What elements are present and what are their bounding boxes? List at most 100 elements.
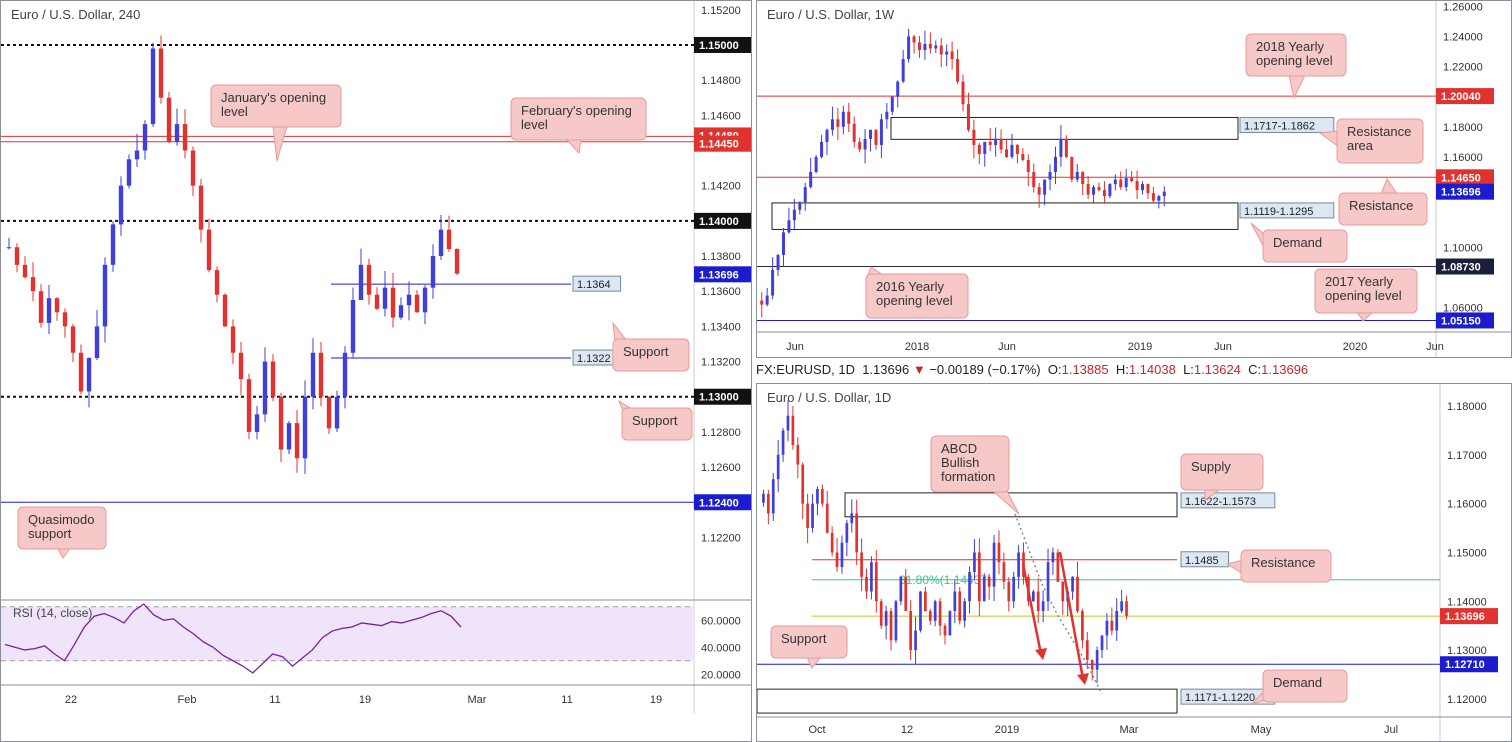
w1-candle-body xyxy=(825,129,829,142)
d1-candle-body xyxy=(1031,591,1035,602)
weekly-chart-panel[interactable]: 1.26000 1.24000 1.22000 1.18000 1.16000 1.100… xyxy=(756,0,1512,358)
h4-candle-body xyxy=(262,361,268,415)
w1-candle-body xyxy=(1015,144,1019,154)
d1-abcd-callout-box xyxy=(930,435,1010,493)
h4-last-price-tag-bg xyxy=(694,266,751,283)
h4-candle-body xyxy=(206,229,212,271)
w1-candle-body xyxy=(923,43,927,50)
w1-zone-box xyxy=(890,116,1239,140)
h4-candle-body xyxy=(86,358,92,392)
d1-y-tick-label: 1.18000 xyxy=(1447,401,1487,413)
w1-candle-body xyxy=(1070,156,1074,180)
d1-y-tick-label: 1.12000 xyxy=(1447,694,1487,706)
w1-candle-body xyxy=(1081,172,1085,185)
w1-candle-body xyxy=(934,45,938,49)
d1-abcd-callout-text: formation xyxy=(941,469,995,484)
w1-level-tag-bg xyxy=(1436,88,1494,105)
w1-candle-body xyxy=(776,254,780,270)
symbol-label: FX:EURUSD, 1D xyxy=(756,362,855,377)
h4-candle-body xyxy=(430,256,436,288)
rsi-label: RSI (14, close) xyxy=(13,606,92,620)
h4-candle-body xyxy=(390,287,396,318)
low-label: L: xyxy=(1183,362,1194,377)
d1-abcd-callout-text: Bullish xyxy=(941,455,979,470)
d1-candle-body xyxy=(1085,640,1089,660)
d1-resistance-callout-text: Resistance xyxy=(1251,555,1315,570)
d1-candle-body xyxy=(982,576,986,602)
h4-level-tag: 1.14450 xyxy=(699,139,739,151)
d1-x-tick-label: 12 xyxy=(901,724,913,736)
d1-candle-body xyxy=(1046,562,1050,602)
d1-candle-body xyxy=(1115,611,1119,631)
rsi-y-tick-label: 60.0000 xyxy=(701,615,741,627)
w1-candle-body xyxy=(912,36,916,43)
h4-support2-callout-box xyxy=(621,407,693,441)
h4-y-tick-label: 1.15200 xyxy=(701,5,741,17)
h4-candle-body xyxy=(158,48,164,98)
h4-y-tick-label: 1.13400 xyxy=(701,321,741,333)
h4-last-price-tag: 1.13696 xyxy=(699,269,739,281)
d1-support-callout-pointer xyxy=(806,656,823,669)
w1-candle-body xyxy=(841,111,845,127)
d1-x-tick-label: Jul xyxy=(1384,724,1398,736)
w1-2017-callout-text: opening level xyxy=(1325,288,1402,303)
d1-zone-tag-bg xyxy=(1180,492,1276,509)
daily-chart-panel[interactable]: 1.18000 1.17000 1.16000 1.15000 1.14000 1.130… xyxy=(756,383,1512,742)
h4-candle-body xyxy=(326,396,332,429)
d1-arrow-1-head xyxy=(1035,648,1047,660)
h4-level-tag: 1.12400 xyxy=(699,497,739,509)
d1-candle-body xyxy=(1002,562,1006,582)
w1-candle-body xyxy=(787,220,791,233)
h4-chart-panel[interactable]: 1.15200 1.14800 1.14600 1.14200 1.13800 1.136… xyxy=(0,0,752,742)
h4-candle-body xyxy=(446,229,452,249)
weekly-chart-svg[interactable]: 1.26000 1.24000 1.22000 1.18000 1.16000 1.100… xyxy=(757,1,1512,358)
rsi-y-tick-label: 20.0000 xyxy=(701,669,741,681)
w1-candle-body xyxy=(852,123,856,142)
d1-candle-body xyxy=(830,532,834,553)
w1-candle-body xyxy=(869,129,873,139)
w1-candle-body xyxy=(803,187,807,203)
w1-x-tick-label: 2018 xyxy=(905,341,929,353)
d1-zone-tag: 1.1622-1.1573 xyxy=(1185,496,1256,508)
w1-candle-body xyxy=(1005,149,1009,157)
h4-candle-body xyxy=(38,291,44,323)
w1-candle-body xyxy=(1135,181,1139,191)
d1-candle-body xyxy=(1071,576,1074,592)
h4-candle-body xyxy=(302,396,308,459)
w1-candle-body xyxy=(1092,187,1096,195)
d1-x-tick-label: May xyxy=(1251,724,1272,736)
h4-candle-body xyxy=(238,352,244,380)
d1-candle-body xyxy=(943,625,947,636)
h4-candle-body xyxy=(270,361,276,397)
w1-y-tick-label: 1.22000 xyxy=(1443,62,1483,74)
h4-x-tick-label: 19 xyxy=(359,694,371,706)
h4-chart-svg[interactable]: 1.15200 1.14800 1.14600 1.14200 1.13800 1.136… xyxy=(1,1,752,742)
rsi-y-tick-label: 40.0000 xyxy=(701,642,741,654)
w1-candle-body xyxy=(1048,172,1052,180)
h4-level-tag: 1.15000 xyxy=(699,40,739,52)
d1-demand-callout-text: Demand xyxy=(1273,675,1322,690)
w1-last-price-tag: 1.13696 xyxy=(1441,187,1481,199)
h4-support-price-tag: 1.1322 xyxy=(577,353,611,365)
d1-candle-body xyxy=(840,542,844,568)
d1-zone-box xyxy=(757,688,1178,714)
w1-resistance-callout-pointer xyxy=(1380,177,1398,195)
w1-candle-body xyxy=(879,119,883,145)
d1-candle-body xyxy=(767,493,770,514)
w1-candle-body xyxy=(966,104,970,130)
w1-candle-body xyxy=(830,119,834,130)
h4-x-tick-label: Mar xyxy=(468,694,487,706)
high-value: 1.14038 xyxy=(1128,362,1176,377)
open-label: O: xyxy=(1047,362,1062,377)
w1-candle-body xyxy=(760,300,764,305)
w1-resistance-area-callout-text: area xyxy=(1347,138,1374,153)
d1-candle-body xyxy=(776,454,780,480)
last-price: 1.13696 xyxy=(862,362,910,377)
w1-level-tag: 1.08730 xyxy=(1441,262,1481,274)
w1-candle-body xyxy=(1124,178,1128,188)
w1-resistance-area-callout-box xyxy=(1336,118,1424,164)
w1-candle-body xyxy=(781,232,785,255)
daily-chart-svg[interactable]: 1.18000 1.17000 1.16000 1.15000 1.14000 1.130… xyxy=(757,384,1512,742)
h4-candle-body xyxy=(350,300,356,353)
w1-y-tick-label: 1.06000 xyxy=(1443,303,1483,315)
